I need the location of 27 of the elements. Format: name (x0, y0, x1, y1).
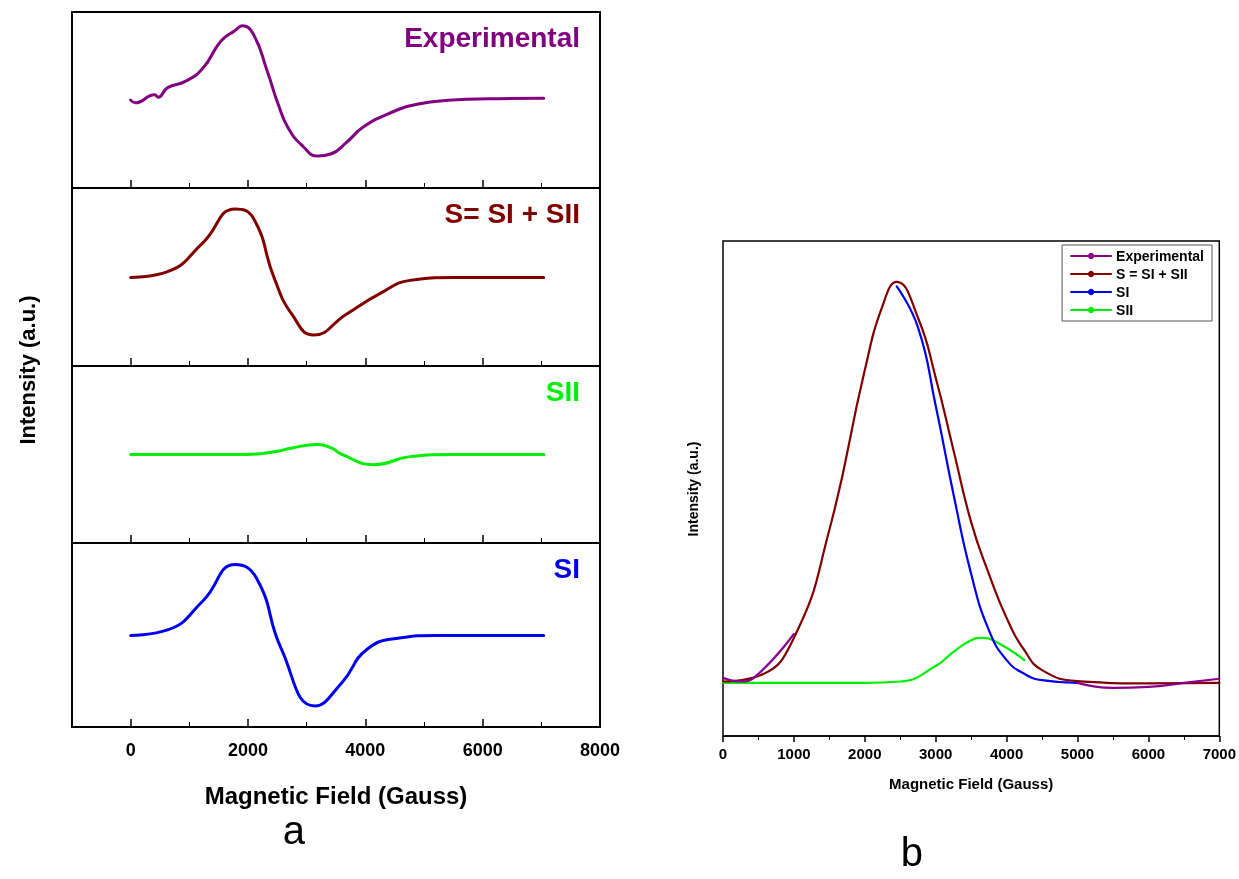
x-tick-label: 2000 (848, 745, 882, 762)
legend-label: Experimental (1116, 248, 1205, 264)
x-tick-label: 2000 (227, 740, 269, 760)
legend-label: SII (1116, 302, 1134, 318)
x-tick-label: 1000 (777, 745, 811, 762)
y-axis-title: Intensity (a.u.) (685, 441, 701, 536)
legend-label: S = SI + SII (1116, 266, 1188, 282)
series-label: Experimental (404, 21, 581, 53)
x-tick-label: 4000 (345, 740, 386, 760)
x-tick-label: 3000 (919, 745, 953, 762)
series-label: SI (553, 552, 581, 584)
legend-label: SI (1116, 284, 1130, 300)
x-tick-label: 5000 (1060, 745, 1095, 762)
x-tick-label: 7000 (1202, 745, 1236, 762)
x-tick-label: 0 (718, 745, 728, 762)
x-axis-title: Magnetic Field (Gauss) (889, 775, 1054, 792)
x-axis-title: Magnetic Field (Gauss) (204, 781, 468, 809)
y-axis-title: Intensity (a.u.) (15, 294, 41, 445)
x-tick-label: 6000 (1131, 745, 1166, 762)
text: a (282, 807, 305, 853)
x-tick-label: 6000 (462, 740, 503, 760)
series-label: S= SI + SII (444, 197, 580, 229)
x-tick-label: 4000 (989, 745, 1024, 762)
x-tick-label: 0 (125, 740, 136, 760)
series-label: SII (545, 375, 580, 407)
x-tick-label: 8000 (579, 740, 621, 760)
text: b (900, 829, 923, 875)
